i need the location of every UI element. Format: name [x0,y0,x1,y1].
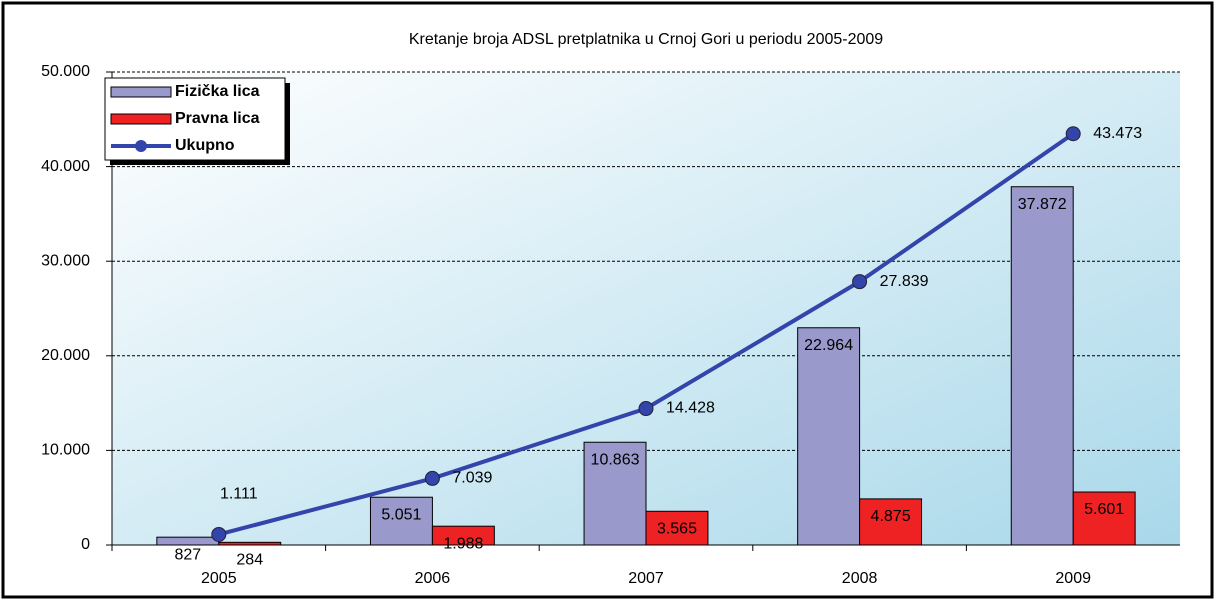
x-tick-label: 2007 [628,570,664,587]
y-tick-label: 20.000 [41,347,90,364]
data-label: 5.601 [1084,501,1124,518]
y-tick-label: 30.000 [41,252,90,269]
data-label: 7.039 [452,470,492,487]
data-label: 43.473 [1093,125,1142,142]
data-label: 14.428 [666,400,715,417]
marker [424,470,440,486]
x-tick-label: 2008 [842,570,878,587]
bar [1010,186,1074,546]
data-label: 4.875 [871,508,911,525]
data-label: 284 [236,552,263,569]
marker [852,274,868,290]
bar [583,441,647,546]
bar [797,327,861,546]
data-label: 37.872 [1018,196,1067,213]
data-label: 3.565 [657,520,697,537]
data-label: 827 [174,546,201,563]
marker [211,526,227,542]
data-label: 22.964 [804,337,853,354]
bar [859,498,923,546]
x-tick-label: 2005 [201,570,237,587]
x-tick-label: 2009 [1055,570,1091,587]
legend-label: Pravna lica [175,110,260,127]
y-tick-label: 50.000 [41,63,90,80]
data-label: 1.988 [443,535,483,552]
data-label: 10.863 [591,451,640,468]
bar [1072,491,1136,546]
legend-label: Ukupno [175,137,235,154]
y-tick-label: 10.000 [41,442,90,459]
x-tick-label: 2006 [415,570,451,587]
y-tick-label: 40.000 [41,158,90,175]
legend-swatch [110,86,172,98]
y-tick-label: 0 [81,536,90,553]
data-label: 27.839 [880,273,929,290]
marker [1065,126,1081,142]
legend-swatch [110,113,172,125]
marker [638,401,654,417]
chart-title: Kretanje broja ADSL pretplatnika u Crnoj… [409,31,883,48]
data-label: 1.111 [220,486,258,503]
data-label: 5.051 [381,506,421,523]
legend-marker [135,140,147,152]
legend-label: Fizička lica [175,83,260,100]
bar [156,536,220,546]
bar [645,510,709,546]
